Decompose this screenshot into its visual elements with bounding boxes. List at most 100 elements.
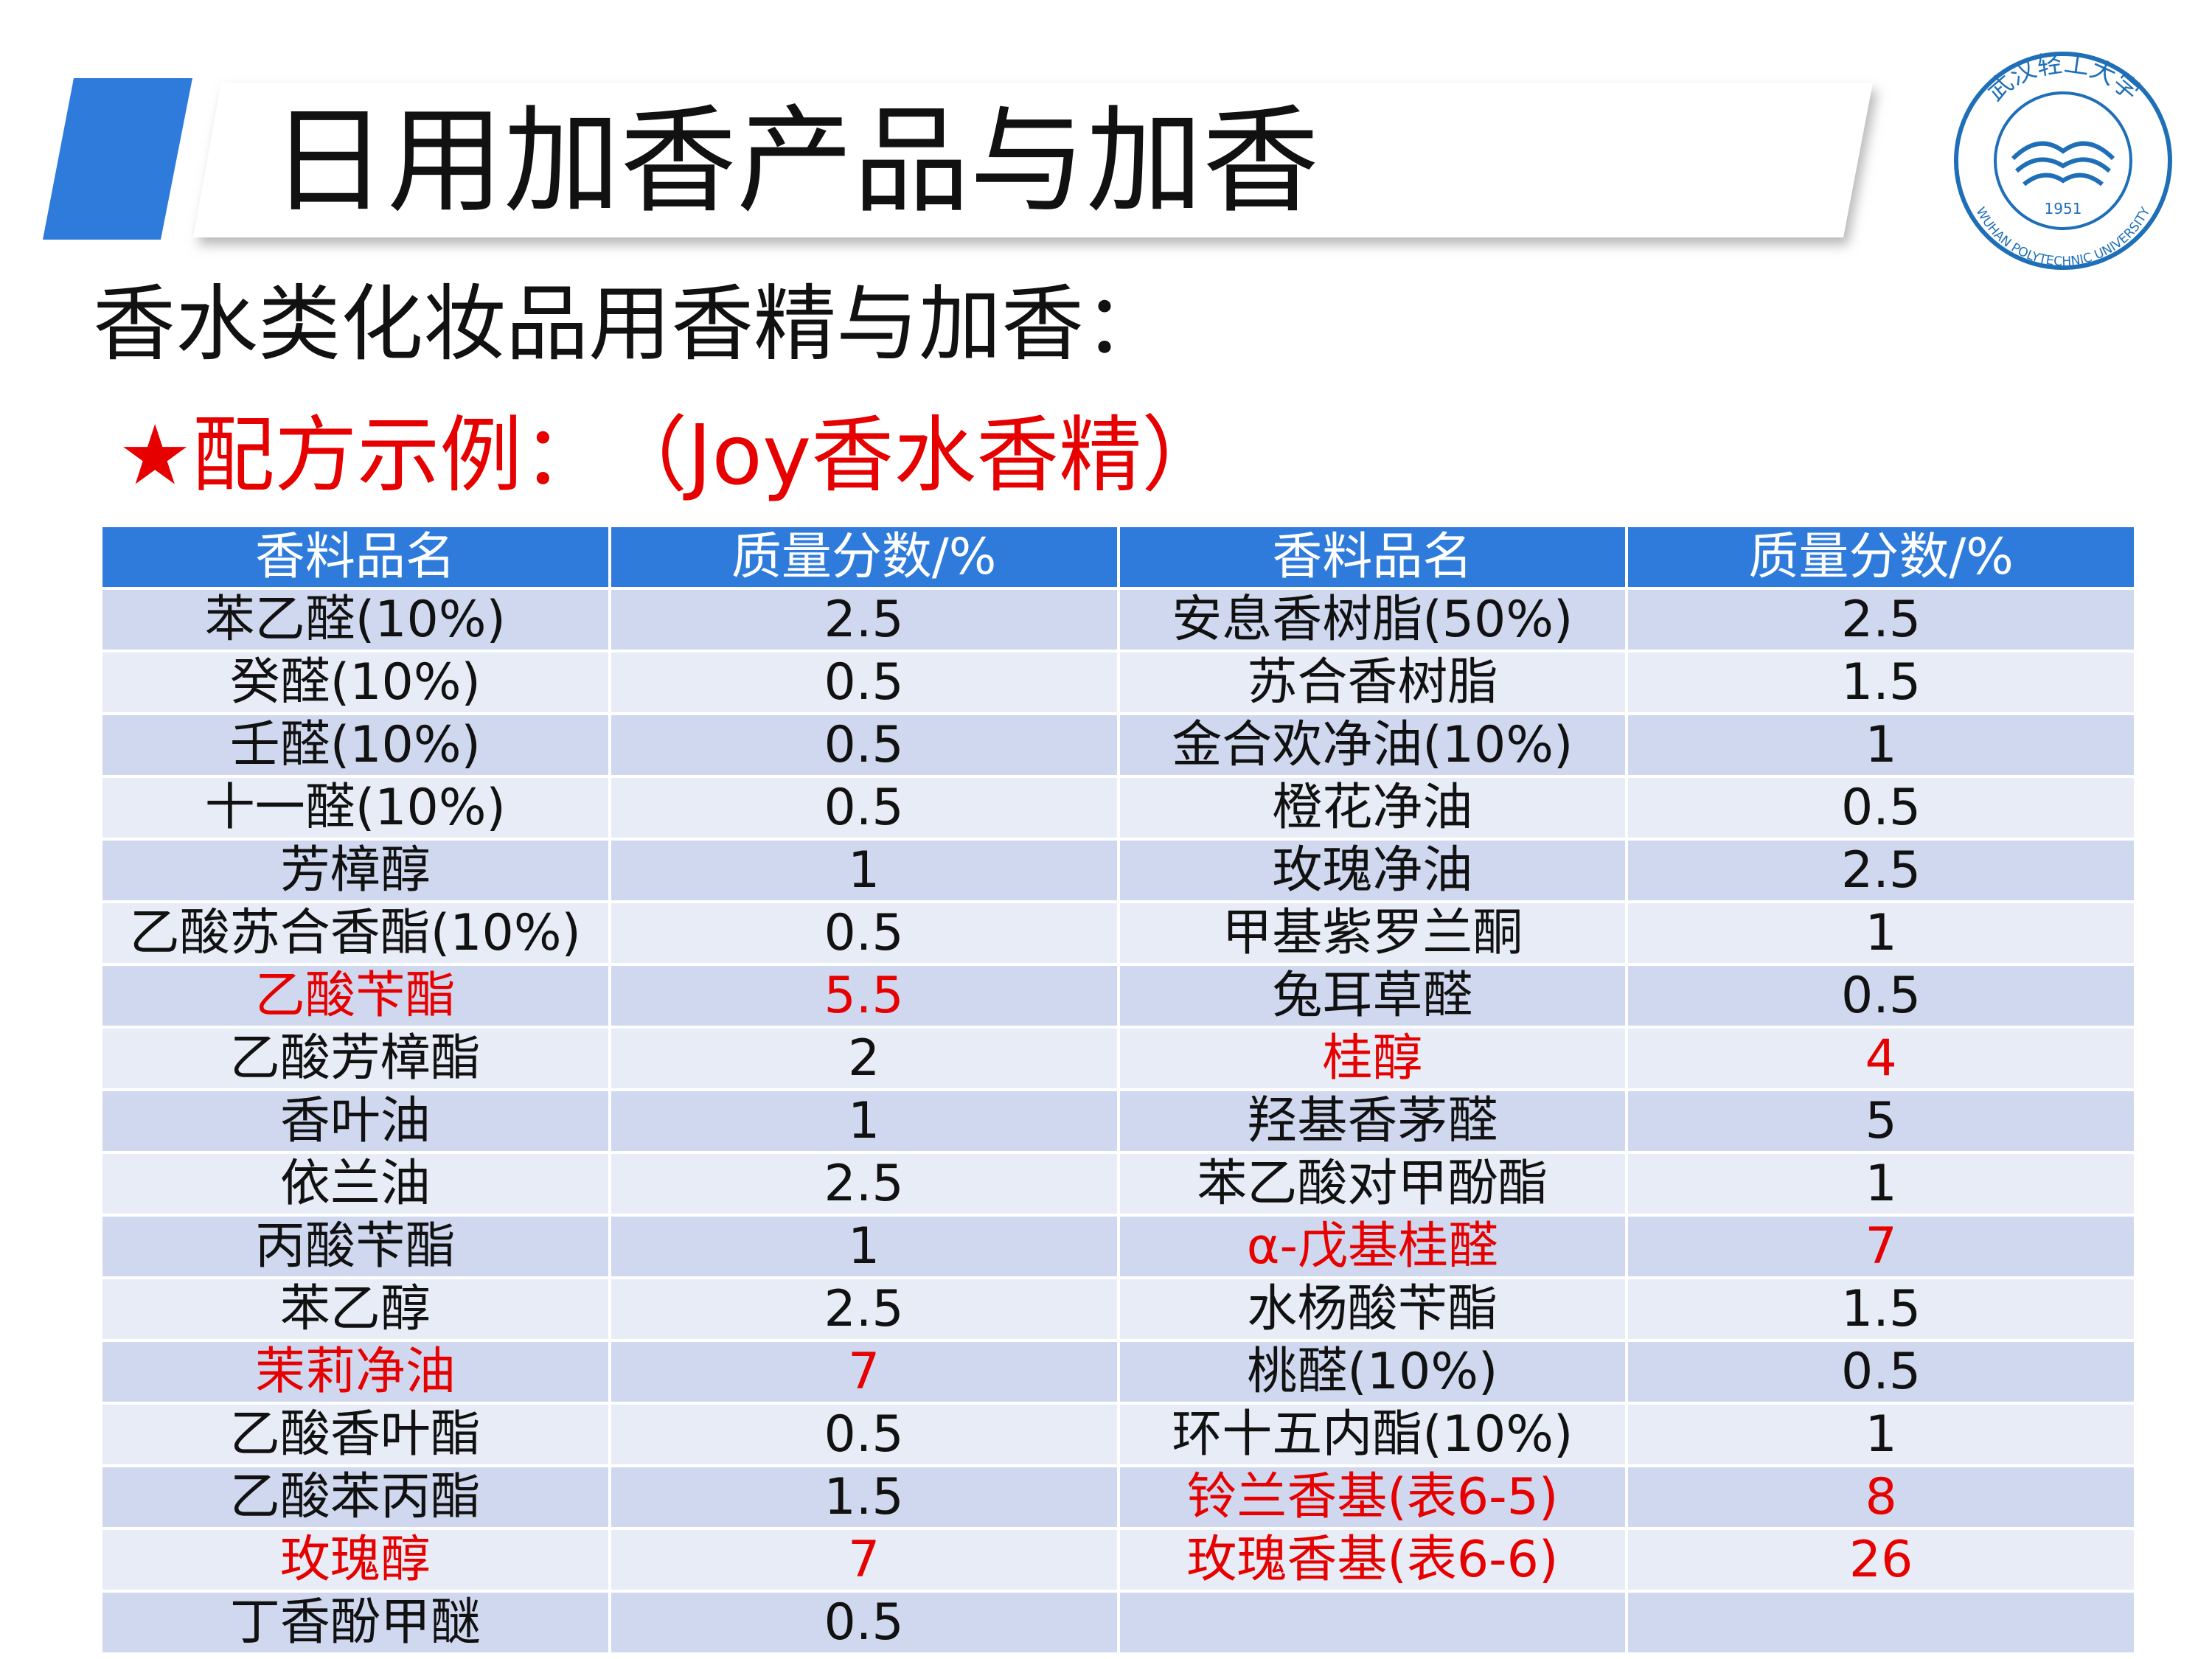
subtitle: 香水类化妆品用香精与加香： — [93, 276, 1166, 372]
mass-fraction: 0.5 — [608, 712, 1120, 778]
table-row: 香叶油 1 羟基香茅醛 5 — [100, 1088, 2137, 1154]
table-row: 依兰油 2.5 苯乙酸对甲酚酯 1 — [100, 1151, 2137, 1217]
ingredient-name: 苏合香树脂 — [1116, 650, 1629, 715]
logo-book — [2011, 141, 2115, 187]
ingredient-name: 兔耳草醛 — [1116, 963, 1629, 1029]
mass-fraction: 0.5 — [608, 900, 1120, 966]
mass-fraction: 0.5 — [1625, 775, 2137, 841]
mass-fraction: 0.5 — [608, 1402, 1120, 1467]
ingredient-name: 桂醇 — [1116, 1026, 1629, 1091]
ingredient-name: 环十五内酯(10%) — [1116, 1402, 1629, 1467]
table-row: 丙酸苄酯 1 α-戊基桂醛 7 — [100, 1214, 2137, 1279]
ingredient-name: 苯乙酸对甲酚酯 — [1116, 1151, 1629, 1217]
ingredient-name: 玫瑰净油 — [1116, 838, 1629, 903]
ingredient-name: 依兰油 — [100, 1151, 611, 1217]
mass-fraction: 0.5 — [608, 1590, 1120, 1655]
ingredient-name: 乙酸芳樟酯 — [100, 1026, 611, 1091]
ingredient-name: 水杨酸苄酯 — [1116, 1276, 1629, 1342]
ingredient-name: 玫瑰香基(表6-6) — [1116, 1527, 1629, 1593]
table-row: 芳樟醇 1 玫瑰净油 2.5 — [100, 838, 2137, 903]
table-row: 苯乙醛(10%) 2.5 安息香树脂(50%) 2.5 — [100, 587, 2137, 653]
example-heading: ★配方示例： （Joy香水香精） — [118, 408, 1225, 504]
ingredient-name: 苯乙醛(10%) — [100, 587, 611, 653]
ingredient-name: 甲基紫罗兰酮 — [1116, 900, 1629, 966]
header-cell: 质量分数/% — [608, 524, 1120, 590]
logo-name-cn: 武汉轻工大学 — [1981, 49, 2145, 107]
table-row: 玫瑰醇 7 玫瑰香基(表6-6) 26 — [100, 1527, 2137, 1593]
ingredient-name: 乙酸苯丙酯 — [100, 1464, 611, 1530]
ingredient-name: 乙酸苏合香酯(10%) — [100, 900, 611, 966]
mass-fraction — [1625, 1590, 2137, 1655]
mass-fraction: 2.5 — [608, 1276, 1120, 1342]
ingredient-name: 铃兰香基(表6-5) — [1116, 1464, 1629, 1530]
ingredient-name: 金合欢净油(10%) — [1116, 712, 1629, 778]
mass-fraction: 26 — [1625, 1527, 2137, 1593]
ingredient-name: 丁香酚甲醚 — [100, 1590, 611, 1655]
table-row: 壬醛(10%) 0.5 金合欢净油(10%) 1 — [100, 712, 2137, 778]
mass-fraction: 2.5 — [608, 1151, 1120, 1217]
mass-fraction: 1.5 — [1625, 650, 2137, 715]
header-cell: 香料品名 — [100, 524, 611, 590]
logo: 武汉轻工大学 WUHAN POLYTECHNIC UNIVERSITY 1951 — [1954, 49, 2172, 270]
header-cell: 质量分数/% — [1625, 524, 2137, 590]
mass-fraction: 7 — [608, 1527, 1120, 1593]
ingredient-name: 乙酸苄酯 — [100, 963, 611, 1029]
mass-fraction: 1 — [608, 1214, 1120, 1279]
ingredient-name: 芳樟醇 — [100, 838, 611, 903]
mass-fraction: 1 — [1625, 712, 2137, 778]
ingredient-name: 乙酸香叶酯 — [100, 1402, 611, 1467]
mass-fraction: 1 — [608, 838, 1120, 903]
title-banner — [193, 83, 1873, 237]
mass-fraction: 1 — [1625, 1402, 2137, 1467]
header-cell: 香料品名 — [1116, 524, 1629, 590]
mass-fraction: 2.5 — [1625, 838, 2137, 903]
mass-fraction: 1 — [608, 1088, 1120, 1154]
ingredient-name: 香叶油 — [100, 1088, 611, 1154]
mass-fraction: 5.5 — [608, 963, 1120, 1029]
mass-fraction: 0.5 — [608, 650, 1120, 715]
mass-fraction: 1 — [1625, 1151, 2137, 1217]
mass-fraction: 5 — [1625, 1088, 2137, 1154]
ingredient-name: α-戊基桂醛 — [1116, 1214, 1629, 1279]
ingredient-name: 十一醛(10%) — [100, 775, 611, 841]
ingredient-name: 苯乙醇 — [100, 1276, 611, 1342]
accent-bar — [43, 78, 192, 240]
table-row: 乙酸芳樟酯 2 桂醇 4 — [100, 1026, 2137, 1091]
mass-fraction: 0.5 — [1625, 963, 2137, 1029]
mass-fraction: 7 — [608, 1339, 1120, 1405]
logo-year: 1951 — [2045, 200, 2082, 218]
table-row: 茉莉净油 7 桃醛(10%) 0.5 — [100, 1339, 2137, 1405]
ingredient-name: 橙花净油 — [1116, 775, 1629, 841]
mass-fraction: 0.5 — [608, 775, 1120, 841]
table-row: 苯乙醇 2.5 水杨酸苄酯 1.5 — [100, 1276, 2137, 1342]
table-row: 乙酸香叶酯 0.5 环十五内酯(10%) 1 — [100, 1402, 2137, 1467]
mass-fraction: 1 — [1625, 900, 2137, 966]
ingredient-name: 癸醛(10%) — [100, 650, 611, 715]
mass-fraction: 2.5 — [1625, 587, 2137, 653]
table-row: 丁香酚甲醚 0.5 — [100, 1590, 2137, 1655]
mass-fraction: 1.5 — [608, 1464, 1120, 1530]
title: 日用加香产品与加香 — [271, 94, 1319, 229]
ingredient-name: 丙酸苄酯 — [100, 1214, 611, 1279]
ingredient-name: 安息香树脂(50%) — [1116, 587, 1629, 653]
table-row: 乙酸苄酯 5.5 兔耳草醛 0.5 — [100, 963, 2137, 1029]
mass-fraction: 4 — [1625, 1026, 2137, 1091]
mass-fraction: 2.5 — [608, 587, 1120, 653]
ingredient-name: 玫瑰醇 — [100, 1527, 611, 1593]
table-row: 乙酸苏合香酯(10%) 0.5 甲基紫罗兰酮 1 — [100, 900, 2137, 966]
formula-table: 香料品名 质量分数/% 香料品名 质量分数/% 苯乙醛(10%) 2.5 安息香树脂(50%… — [100, 524, 2137, 1655]
logo-inner-ring — [1994, 91, 2132, 230]
header-row: 香料品名 质量分数/% 香料品名 质量分数/% — [100, 524, 2137, 590]
table-row: 乙酸苯丙酯 1.5 铃兰香基(表6-5) 8 — [100, 1464, 2137, 1530]
table-row: 癸醛(10%) 0.5 苏合香树脂 1.5 — [100, 650, 2137, 715]
mass-fraction: 8 — [1625, 1464, 2137, 1530]
ingredient-name: 茉莉净油 — [100, 1339, 611, 1405]
logo-ring — [1954, 52, 2172, 270]
ingredient-name: 壬醛(10%) — [100, 712, 611, 778]
table-row: 十一醛(10%) 0.5 橙花净油 0.5 — [100, 775, 2137, 841]
ingredient-name: 桃醛(10%) — [1116, 1339, 1629, 1405]
ingredient-name: 羟基香茅醛 — [1116, 1088, 1629, 1154]
mass-fraction: 0.5 — [1625, 1339, 2137, 1405]
mass-fraction: 1.5 — [1625, 1276, 2137, 1342]
